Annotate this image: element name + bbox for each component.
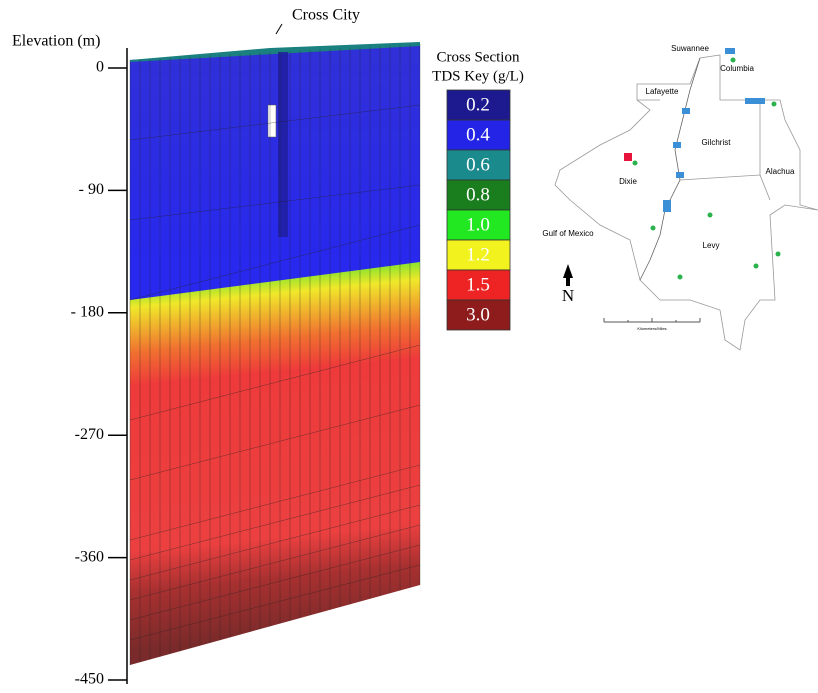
key-title: Cross Section <box>437 49 520 65</box>
key-label: 1.5 <box>466 274 490 295</box>
key-label: 3.0 <box>466 304 490 325</box>
location-label: Cross City <box>292 7 360 24</box>
map-label: Levy <box>703 241 720 250</box>
cross-section <box>130 42 420 665</box>
y-tick-label: 0 <box>96 59 104 76</box>
body: Cross City Elevation (m) 0 - 90 - 180 -270 -… <box>0 0 818 693</box>
y-tick-label: - 180 <box>71 303 104 320</box>
map-label: Suwannee <box>671 44 709 53</box>
map-label: Alachua <box>766 167 795 176</box>
section-upper <box>130 44 420 300</box>
well-dot <box>754 264 759 269</box>
site <box>663 200 671 212</box>
county-lines <box>637 100 770 200</box>
map-label: Gulf of Mexico <box>542 229 594 238</box>
north-label: N <box>562 286 574 305</box>
well <box>278 52 288 237</box>
key-label: 0.6 <box>466 154 490 175</box>
site <box>745 98 765 104</box>
cross-city-site <box>624 153 632 161</box>
y-tick-label: -450 <box>75 671 104 688</box>
map-label: Dixie <box>619 177 637 186</box>
map <box>555 55 818 350</box>
site <box>682 108 690 114</box>
well-dot <box>731 58 736 63</box>
map-label: Columbia <box>720 64 754 73</box>
axis-title: Elevation (m) <box>12 33 100 50</box>
site <box>673 142 681 148</box>
north-arrow <box>563 264 573 286</box>
scale-label: Kilometers/Miles <box>637 326 666 331</box>
key-label: 0.8 <box>466 184 490 205</box>
page: {"cross_section": {"label": "Cross City"… <box>0 0 818 693</box>
y-tick-label: -360 <box>75 548 104 565</box>
well-dot <box>678 275 683 280</box>
scale-bar <box>604 318 700 322</box>
site <box>725 48 735 54</box>
figure: Cross City Elevation (m) 0 - 90 - 180 -270 -… <box>0 0 818 693</box>
site <box>676 172 684 178</box>
map-label: Lafayette <box>646 87 679 96</box>
map-outline <box>555 55 818 350</box>
key-title: TDS Key (g/L) <box>432 68 524 84</box>
well-dot <box>651 226 656 231</box>
well-dot <box>633 161 638 166</box>
map-label: Gilchrist <box>702 138 732 147</box>
well-dot <box>708 213 713 218</box>
key-label: 1.0 <box>466 214 490 235</box>
y-tick-label: -270 <box>75 426 104 443</box>
y-tick-label: - 90 <box>79 181 104 198</box>
key-label: 0.2 <box>466 94 490 115</box>
key-label: 0.4 <box>466 124 490 145</box>
well-dot <box>776 252 781 257</box>
label-leader <box>276 24 282 34</box>
key-label: 1.2 <box>466 244 490 265</box>
well-dot <box>772 102 777 107</box>
well-marker <box>268 105 276 137</box>
